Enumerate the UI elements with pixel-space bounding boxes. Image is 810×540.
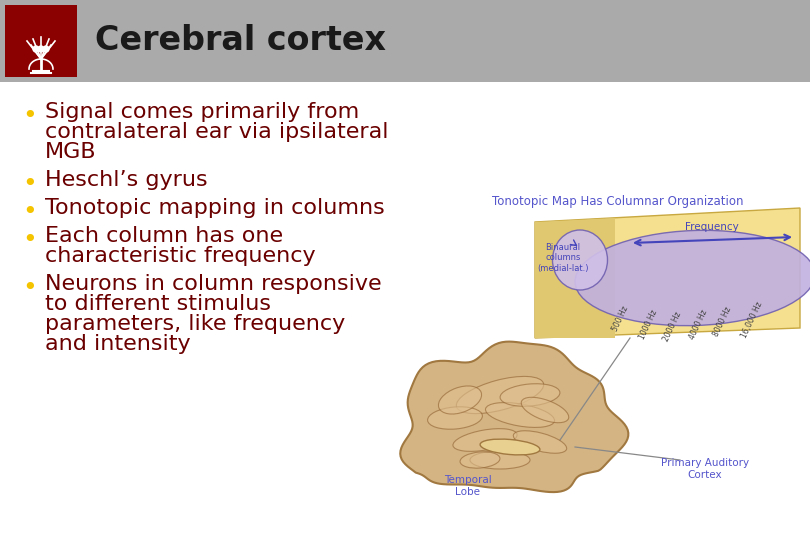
Text: parameters, like frequency: parameters, like frequency <box>45 314 345 334</box>
Text: •: • <box>22 200 36 224</box>
Ellipse shape <box>453 429 517 451</box>
Text: 4000 Hz: 4000 Hz <box>687 308 709 341</box>
Ellipse shape <box>485 403 555 428</box>
Circle shape <box>43 46 49 52</box>
Text: Binaural
columns
(medial-lat.): Binaural columns (medial-lat.) <box>537 243 589 273</box>
Text: Neurons in column responsive: Neurons in column responsive <box>45 274 382 294</box>
Circle shape <box>33 46 39 52</box>
Ellipse shape <box>460 452 500 468</box>
Text: contralateral ear via ipsilateral: contralateral ear via ipsilateral <box>45 122 389 142</box>
Circle shape <box>38 46 44 52</box>
Text: Tonotopic Map Has Columnar Organization: Tonotopic Map Has Columnar Organization <box>492 195 744 208</box>
Text: MGB: MGB <box>45 142 96 162</box>
Ellipse shape <box>500 384 560 406</box>
Text: Primary Auditory
Cortex: Primary Auditory Cortex <box>661 458 749 480</box>
Polygon shape <box>535 218 615 338</box>
Text: •: • <box>22 276 36 300</box>
Text: 16,000 Hz: 16,000 Hz <box>740 300 765 339</box>
FancyBboxPatch shape <box>0 0 810 82</box>
Text: •: • <box>22 228 36 252</box>
Text: 8000 Hz: 8000 Hz <box>711 305 733 338</box>
Text: Heschl’s gyrus: Heschl’s gyrus <box>45 170 207 190</box>
Ellipse shape <box>514 431 567 453</box>
Text: Cerebral cortex: Cerebral cortex <box>95 24 386 57</box>
Text: Signal comes primarily from: Signal comes primarily from <box>45 102 360 122</box>
Text: 500 Hz: 500 Hz <box>610 305 629 333</box>
Text: •: • <box>22 172 36 196</box>
Text: Tonotopic mapping in columns: Tonotopic mapping in columns <box>45 198 385 218</box>
Text: •: • <box>22 104 36 128</box>
Ellipse shape <box>480 439 540 455</box>
Ellipse shape <box>438 386 482 414</box>
Text: Temporal
Lobe: Temporal Lobe <box>444 475 492 497</box>
Text: 1000 Hz: 1000 Hz <box>637 308 659 340</box>
Ellipse shape <box>575 231 810 326</box>
Polygon shape <box>400 342 629 492</box>
FancyBboxPatch shape <box>5 5 77 77</box>
Text: to different stimulus: to different stimulus <box>45 294 271 314</box>
Text: characteristic frequency: characteristic frequency <box>45 246 316 266</box>
Ellipse shape <box>428 407 483 429</box>
Ellipse shape <box>552 230 608 290</box>
Ellipse shape <box>522 397 569 423</box>
Ellipse shape <box>470 451 530 469</box>
Ellipse shape <box>456 376 544 414</box>
Text: and intensity: and intensity <box>45 334 190 354</box>
Polygon shape <box>535 208 800 338</box>
Text: Frequency: Frequency <box>685 222 739 232</box>
Text: 2000 Hz: 2000 Hz <box>661 310 683 342</box>
Text: Each column has one: Each column has one <box>45 226 284 246</box>
